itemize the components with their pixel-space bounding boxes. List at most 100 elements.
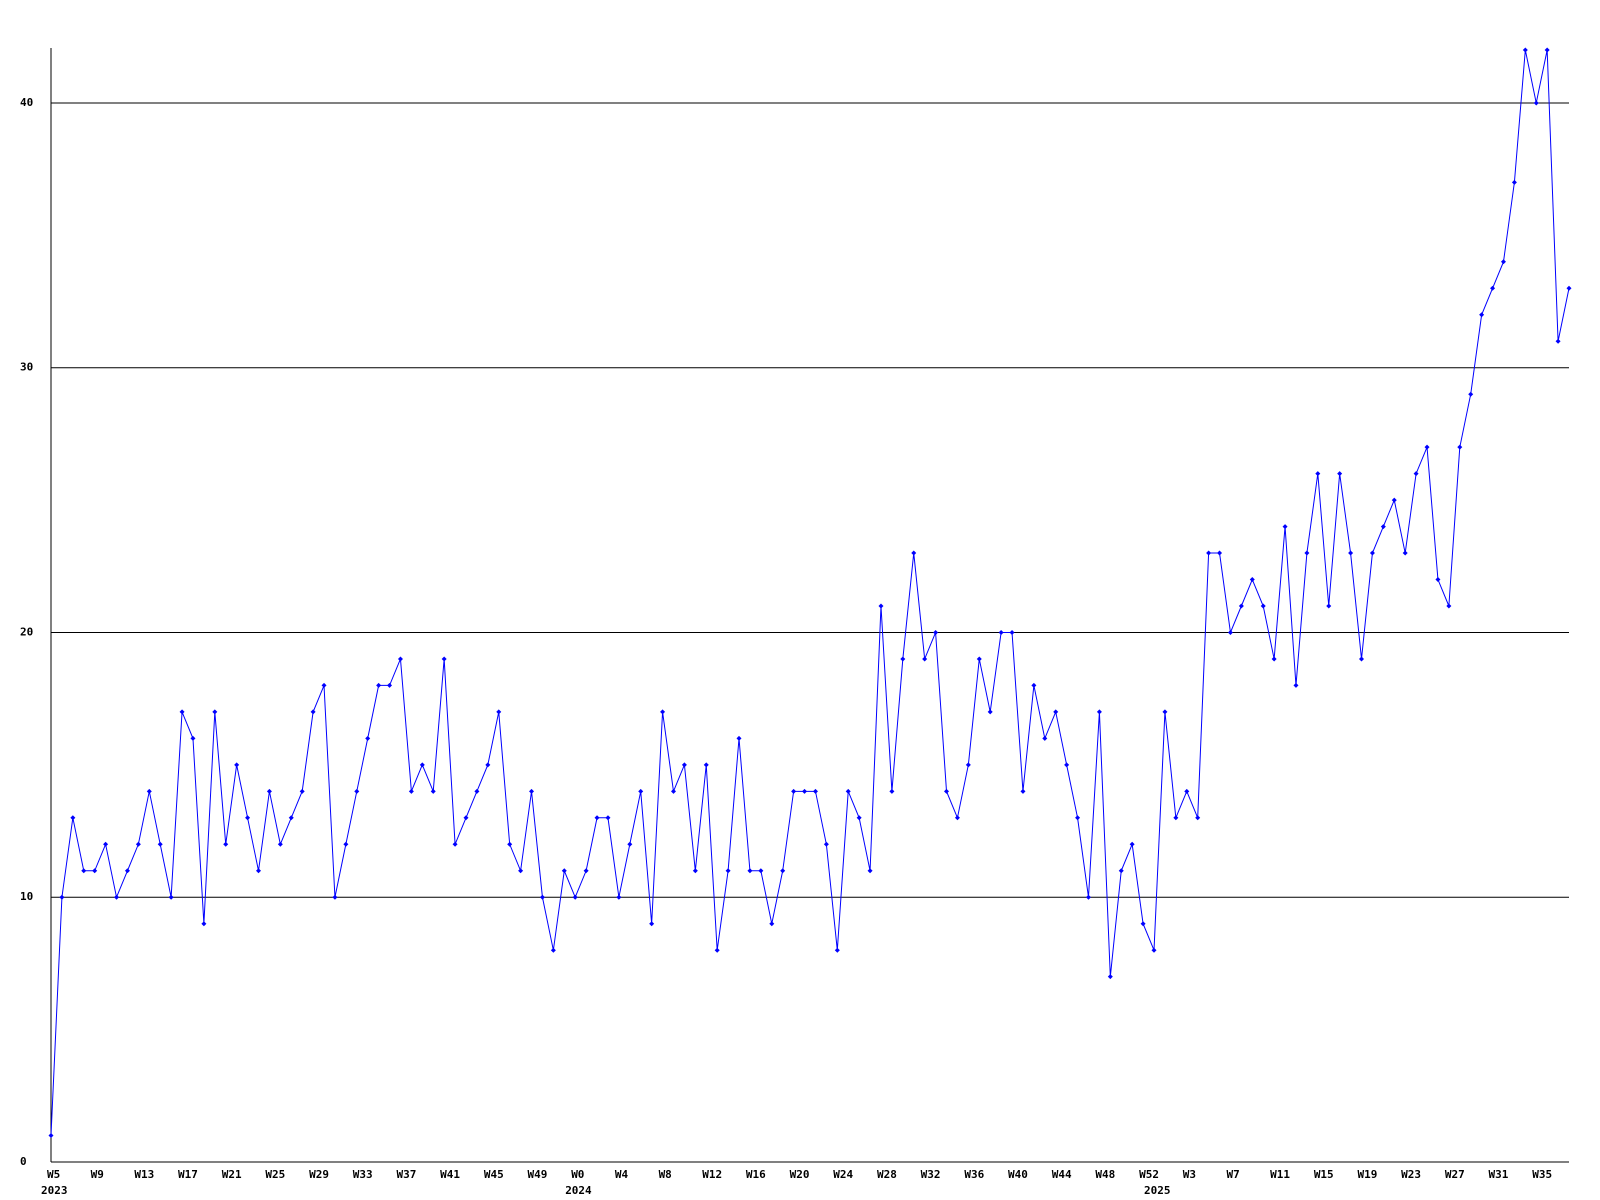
data-point xyxy=(59,894,65,900)
data-point xyxy=(649,921,655,927)
x-tick-label: W11 xyxy=(1270,1168,1290,1181)
x-tick-label: W8 xyxy=(659,1168,672,1181)
data-point xyxy=(670,788,676,794)
data-point xyxy=(135,841,141,847)
data-point xyxy=(638,788,644,794)
data-point xyxy=(1184,788,1190,794)
data-point xyxy=(1544,47,1550,53)
data-point xyxy=(92,868,98,874)
x-tick-label: W27 xyxy=(1445,1168,1465,1181)
data-point xyxy=(212,709,218,715)
data-point xyxy=(452,841,458,847)
data-point xyxy=(1348,550,1354,556)
x-tick-label: W19 xyxy=(1358,1168,1378,1181)
data-point xyxy=(157,841,163,847)
data-point xyxy=(572,894,578,900)
data-point xyxy=(1500,259,1506,265)
data-point xyxy=(1315,471,1321,477)
data-point xyxy=(124,868,130,874)
x-tick-label: W15 xyxy=(1314,1168,1334,1181)
data-point xyxy=(441,656,447,662)
data-point xyxy=(987,709,993,715)
x-tick-label: W28 xyxy=(877,1168,897,1181)
x-tick-label: W23 xyxy=(1401,1168,1421,1181)
data-point xyxy=(780,868,786,874)
data-point xyxy=(288,815,294,821)
data-point xyxy=(190,735,196,741)
data-point xyxy=(1118,868,1124,874)
x-tick-label: W4 xyxy=(615,1168,629,1181)
data-point xyxy=(365,735,371,741)
data-point xyxy=(430,788,436,794)
data-point xyxy=(769,921,775,927)
data-point xyxy=(889,788,895,794)
data-point xyxy=(1249,577,1255,583)
y-tick-label: 0 xyxy=(20,1155,27,1168)
x-tick-label: W49 xyxy=(528,1168,548,1181)
data-point xyxy=(485,762,491,768)
data-point xyxy=(245,815,251,821)
data-point xyxy=(725,868,731,874)
x-tick-label: W32 xyxy=(921,1168,941,1181)
x-tick-label: W48 xyxy=(1095,1168,1115,1181)
data-point xyxy=(1140,921,1146,927)
data-point xyxy=(703,762,709,768)
data-point xyxy=(376,682,382,688)
x-tick-label: W17 xyxy=(178,1168,198,1181)
data-point xyxy=(255,868,261,874)
data-point xyxy=(1359,656,1365,662)
data-point xyxy=(802,788,808,794)
data-point xyxy=(594,815,600,821)
x-tick-label: W33 xyxy=(353,1168,373,1181)
data-point xyxy=(1402,550,1408,556)
data-point xyxy=(1162,709,1168,715)
data-point xyxy=(1566,285,1572,291)
data-point xyxy=(1424,444,1430,450)
data-point xyxy=(583,868,589,874)
x-tick-label: W13 xyxy=(134,1168,154,1181)
data-point xyxy=(714,947,720,953)
y-tick-label: 20 xyxy=(20,625,33,638)
data-point xyxy=(332,894,338,900)
x-tick-label: W5 xyxy=(47,1168,60,1181)
year-label: 2025 xyxy=(1144,1184,1171,1197)
data-point xyxy=(845,788,851,794)
data-point xyxy=(1490,285,1496,291)
data-point xyxy=(900,656,906,662)
x-tick-label: W40 xyxy=(1008,1168,1028,1181)
data-point xyxy=(791,788,797,794)
data-point xyxy=(387,682,393,688)
y-tick-label: 30 xyxy=(20,361,33,374)
x-tick-label: W29 xyxy=(309,1168,329,1181)
data-point xyxy=(1533,100,1539,106)
data-point xyxy=(496,709,502,715)
data-point xyxy=(867,868,873,874)
data-point xyxy=(1020,788,1026,794)
data-point xyxy=(1107,974,1113,980)
year-label: 2023 xyxy=(41,1184,68,1197)
data-point xyxy=(81,868,87,874)
data-point xyxy=(1468,391,1474,397)
x-tick-label: W20 xyxy=(790,1168,810,1181)
data-point xyxy=(878,603,884,609)
data-point xyxy=(168,894,174,900)
data-point xyxy=(1064,762,1070,768)
data-point xyxy=(507,841,513,847)
data-point xyxy=(1085,894,1091,900)
data-point xyxy=(1511,179,1517,185)
data-point xyxy=(234,762,240,768)
data-point xyxy=(1217,550,1223,556)
data-point xyxy=(736,735,742,741)
x-tick-label: W44 xyxy=(1052,1168,1072,1181)
x-tick-label: W3 xyxy=(1183,1168,1196,1181)
data-point xyxy=(1129,841,1135,847)
data-point xyxy=(1380,524,1386,530)
x-tick-label: W31 xyxy=(1489,1168,1509,1181)
data-point xyxy=(681,762,687,768)
data-point xyxy=(397,656,403,662)
data-point xyxy=(856,815,862,821)
data-point xyxy=(1446,603,1452,609)
data-point xyxy=(998,629,1004,635)
